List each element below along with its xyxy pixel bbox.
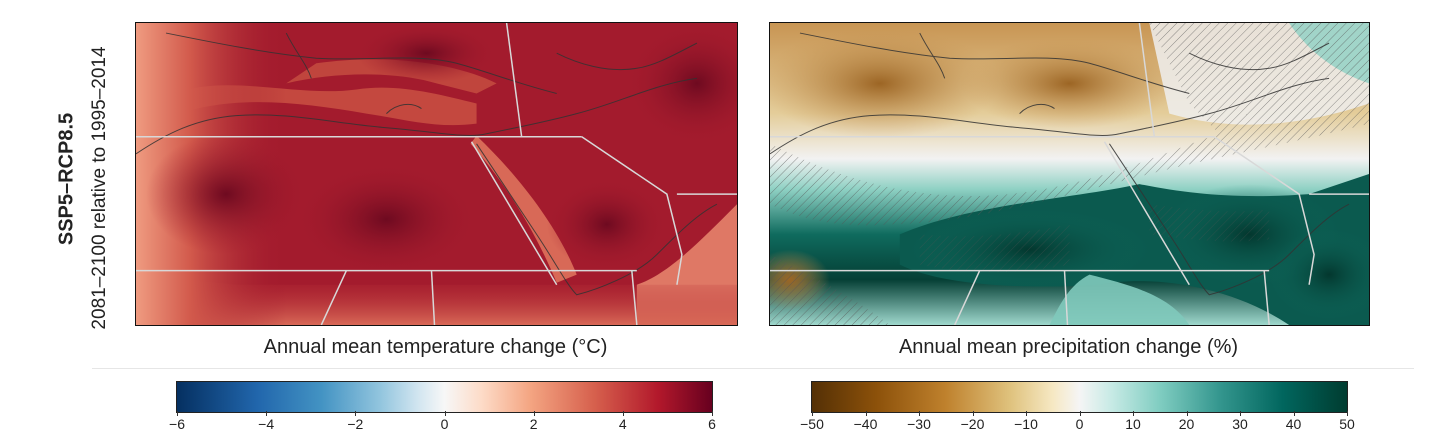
precipitation-tick-mark: [1026, 411, 1027, 416]
temperature-colorbar: [176, 381, 713, 413]
precipitation-tick-label: −30: [907, 416, 931, 432]
temperature-tick-mark: [444, 411, 446, 416]
precipitation-tick-mark: [919, 411, 920, 416]
temperature-tick-mark: [266, 411, 268, 416]
precipitation-tick-label: −40: [853, 416, 878, 432]
precipitation-tick-label: 0: [1075, 416, 1084, 432]
temperature-map: [135, 22, 738, 326]
precipitation-tick-mark: [1186, 411, 1188, 416]
precipitation-tick-mark: [1347, 411, 1348, 416]
temperature-tick-mark: [533, 411, 535, 416]
precipitation-tick-label: 20: [1178, 416, 1195, 432]
divider: [92, 368, 1414, 369]
temperature-panel-label: Annual mean temperature change (°C): [263, 336, 608, 358]
temperature-tick-mark: [177, 411, 178, 416]
precipitation-colorbar: [811, 381, 1348, 413]
precipitation-tick-mark: [865, 411, 867, 416]
precipitation-tick-mark: [1293, 411, 1295, 416]
temperature-tick-mark: [712, 411, 713, 416]
precipitation-tick-label: −50: [800, 416, 824, 432]
temperature-tick-label: −6: [169, 416, 185, 432]
precipitation-map: [769, 22, 1370, 326]
temperature-tick-label: 4: [618, 416, 627, 432]
precipitation-tick-mark: [1240, 411, 1241, 416]
temperature-tick-label: 2: [529, 416, 538, 432]
precipitation-panel-label: Annual mean precipitation change (%): [898, 336, 1239, 358]
precipitation-tick-mark: [812, 411, 813, 416]
temperature-tick-label: −2: [347, 416, 364, 432]
precipitation-tick-label: 10: [1125, 416, 1141, 432]
temperature-tick-label: −4: [258, 416, 275, 432]
precipitation-tick-label: 50: [1339, 416, 1355, 432]
precipitation-tick-label: −10: [1014, 416, 1038, 432]
precipitation-tick-label: −20: [960, 416, 985, 432]
precipitation-tick-label: 40: [1285, 416, 1302, 432]
temperature-tick-label: 0: [440, 416, 449, 432]
precipitation-tick-mark: [1079, 411, 1081, 416]
temperature-tick-mark: [622, 411, 624, 416]
temperature-tick-mark: [355, 411, 357, 416]
precipitation-tick-mark: [972, 411, 974, 416]
row-subtitle: 2081–2100 relative to 1995–2014: [89, 46, 110, 330]
precipitation-tick-label: 30: [1232, 416, 1248, 432]
precipitation-tick-mark: [1133, 411, 1134, 416]
temperature-tick-label: 6: [708, 416, 716, 432]
